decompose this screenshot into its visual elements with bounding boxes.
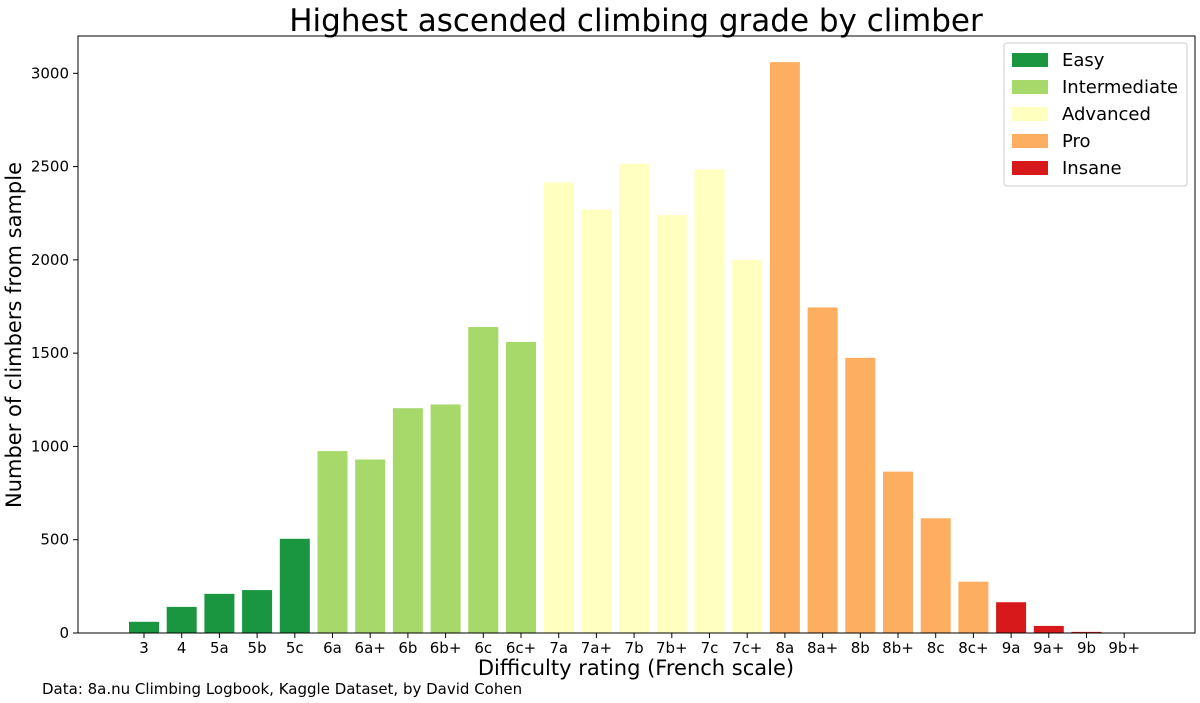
x-tick-label: 8b — [851, 639, 870, 657]
source-note: Data: 8a.nu Climbing Logbook, Kaggle Dat… — [42, 680, 523, 698]
y-tick-label: 3000 — [31, 64, 69, 82]
x-tick-label: 7a — [549, 639, 568, 657]
y-tick-label: 2000 — [31, 251, 69, 269]
x-axis-label: Difficulty rating (French scale) — [478, 656, 794, 680]
x-tick-label: 3 — [139, 639, 149, 657]
y-tick-label: 500 — [40, 531, 69, 549]
legend-label-insane: Insane — [1062, 158, 1122, 179]
bar-5b — [242, 590, 273, 633]
bar-5a — [204, 593, 235, 633]
bar-7b — [619, 163, 650, 633]
bar-8c+ — [958, 581, 989, 633]
x-tick-label: 6a+ — [355, 639, 386, 657]
bar-6c — [468, 327, 499, 633]
bar-3 — [129, 621, 159, 633]
legend-label-pro: Pro — [1062, 131, 1091, 152]
legend-label-easy: Easy — [1062, 50, 1105, 71]
x-tick-label: 9b+ — [1108, 639, 1140, 657]
legend-label-intermediate: Intermediate — [1062, 77, 1178, 98]
x-tick-label: 7c+ — [732, 639, 762, 657]
y-tick-label: 0 — [59, 624, 69, 642]
x-tick-label: 7b+ — [656, 639, 688, 657]
x-tick-label: 6b+ — [430, 639, 462, 657]
x-tick-label: 5a — [210, 639, 229, 657]
chart-title: Highest ascended climbing grade by climb… — [289, 3, 983, 39]
x-tick-label: 8a — [776, 639, 795, 657]
x-tick-label: 4 — [177, 639, 187, 657]
legend: Easy Intermediate Advanced Pro Insane — [1003, 42, 1188, 187]
y-axis-label: Number of climbers from sample — [2, 162, 26, 508]
x-tick-label: 9a+ — [1033, 639, 1064, 657]
legend-swatch-intermediate — [1012, 80, 1048, 94]
bar-7c — [694, 169, 725, 633]
bar-7b+ — [656, 215, 687, 633]
x-tick-label: 7c — [701, 639, 719, 657]
bar-9a+ — [1033, 625, 1064, 633]
bar-6b+ — [430, 404, 461, 633]
legend-swatch-advanced — [1012, 107, 1048, 121]
bar-8b+ — [883, 471, 913, 633]
bar-6a+ — [355, 459, 386, 633]
x-tick-label: 6c+ — [506, 639, 536, 657]
bar-8c — [920, 518, 951, 633]
x-tick-label: 6a — [323, 639, 342, 657]
bar-9b — [1071, 631, 1102, 633]
x-tick-label: 8c — [927, 639, 945, 657]
bar-7a — [543, 182, 574, 633]
legend-swatch-easy — [1012, 53, 1048, 67]
legend-swatch-insane — [1012, 161, 1048, 175]
x-ticks: 3 4 5a 5b 5c 6a 6a+ 6b 6b+ 6c 6c+ 7a 7a+ 7b 7b+ 7c 7c+ 8a… — [139, 633, 1140, 657]
bar-5c — [279, 538, 310, 633]
bar-9a — [996, 602, 1027, 633]
y-tick-label: 1500 — [31, 344, 69, 362]
y-tick-label: 1000 — [31, 437, 69, 455]
bars-group — [129, 62, 1102, 634]
x-tick-label: 5b — [248, 639, 267, 657]
x-tick-label: 7b — [625, 639, 644, 657]
bar-4 — [166, 606, 197, 633]
bar-6a — [317, 451, 348, 633]
bar-6b — [392, 408, 423, 633]
plot-frame — [77, 35, 1196, 634]
bar-8a — [769, 62, 800, 633]
legend-label-advanced: Advanced — [1062, 104, 1151, 125]
bar-6c+ — [506, 341, 536, 633]
x-tick-label: 5c — [286, 639, 304, 657]
legend-swatch-pro — [1012, 134, 1048, 148]
x-tick-label: 8a+ — [807, 639, 838, 657]
x-tick-label: 7a+ — [581, 639, 612, 657]
x-tick-label: 6b — [398, 639, 417, 657]
x-tick-label: 9b — [1077, 639, 1096, 657]
bar-8b — [845, 357, 876, 633]
x-tick-label: 8b+ — [882, 639, 914, 657]
bar-7c+ — [732, 259, 763, 633]
bar-7a+ — [581, 209, 612, 634]
x-tick-label: 6c — [474, 639, 492, 657]
bar-8a+ — [807, 307, 838, 633]
y-ticks: 0 500 1000 1500 2000 2500 3000 — [31, 64, 78, 642]
x-tick-label: 9a — [1002, 639, 1021, 657]
y-tick-label: 2500 — [31, 158, 69, 176]
legend-frame — [1003, 42, 1188, 187]
x-tick-label: 8c+ — [958, 639, 988, 657]
